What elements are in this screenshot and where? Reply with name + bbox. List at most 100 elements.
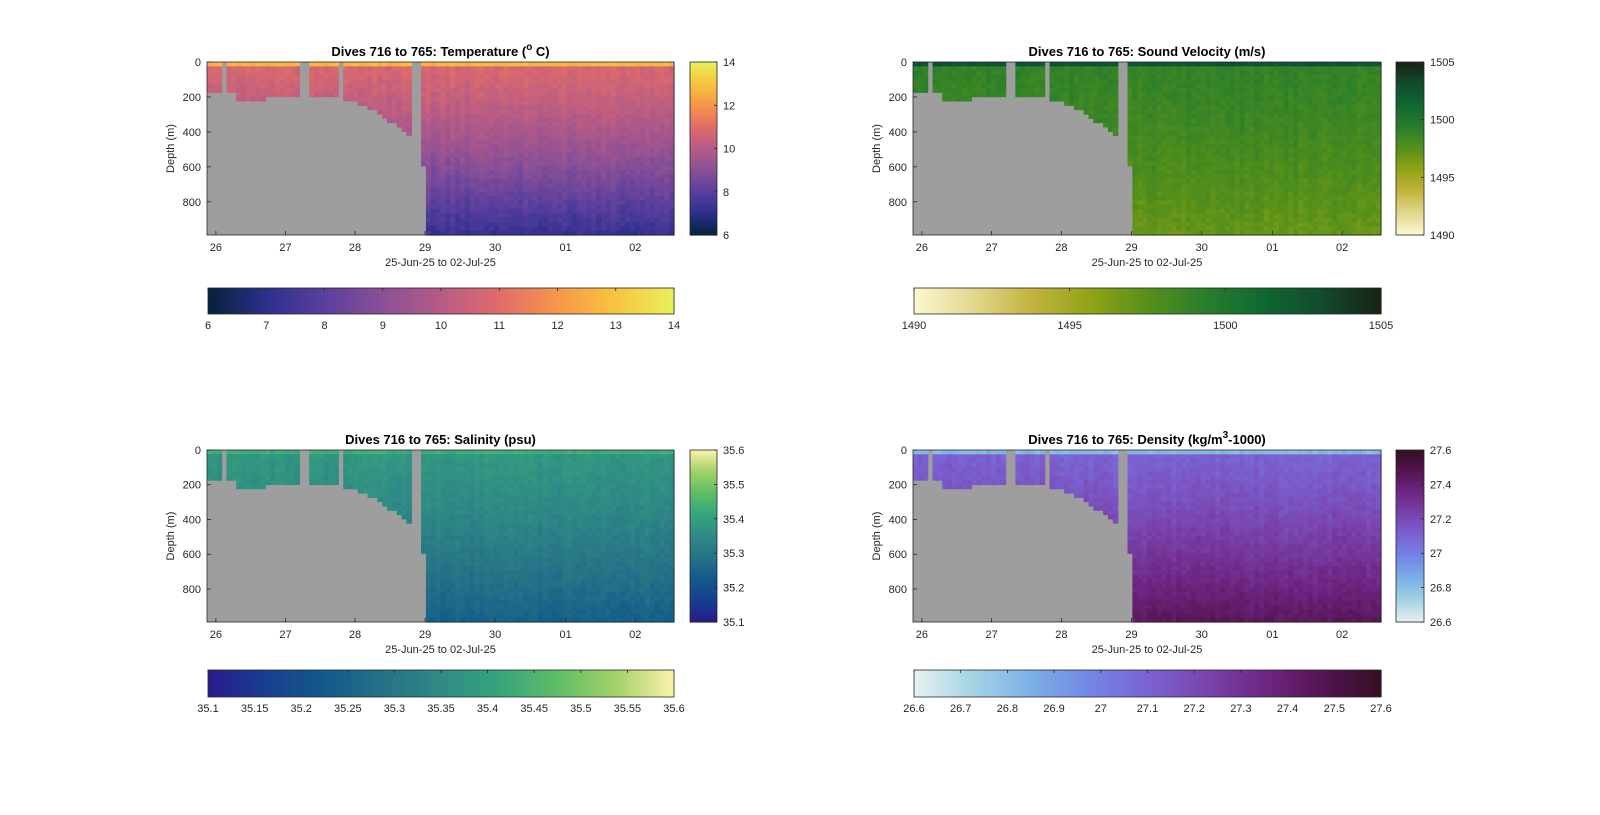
heatmap-cell bbox=[343, 74, 349, 80]
heatmap-cell bbox=[625, 226, 631, 232]
heatmap-cell bbox=[1234, 113, 1241, 119]
heatmap-cell bbox=[1268, 222, 1275, 227]
heatmap-cell bbox=[367, 70, 373, 76]
heatmap-cell bbox=[639, 139, 646, 145]
heatmap-cell bbox=[669, 144, 675, 150]
heatmap-cell bbox=[532, 139, 539, 145]
heatmap-cell bbox=[669, 213, 675, 219]
heatmap-cell bbox=[425, 217, 432, 223]
heatmap-cell bbox=[518, 126, 524, 132]
heatmap-cell bbox=[532, 70, 539, 76]
heatmap-cell bbox=[498, 230, 505, 236]
heatmap-cell bbox=[547, 139, 553, 145]
heatmap-cell bbox=[562, 165, 568, 171]
heatmap-cell bbox=[1264, 118, 1270, 124]
heatmap-cell bbox=[610, 135, 617, 141]
heatmap-cell bbox=[1293, 187, 1299, 193]
heatmap-cell bbox=[1298, 92, 1304, 98]
heatmap-cell bbox=[1225, 178, 1231, 184]
heatmap-cell bbox=[1137, 187, 1143, 193]
heatmap-cell bbox=[386, 74, 393, 80]
heatmap-cell bbox=[1039, 62, 1046, 67]
heatmap-cell bbox=[421, 148, 427, 154]
heatmap-cell bbox=[260, 87, 266, 93]
colorbar-swatch bbox=[441, 288, 446, 314]
heatmap-cell bbox=[1225, 96, 1231, 102]
heatmap-cell bbox=[1244, 126, 1250, 132]
heatmap-cell bbox=[1278, 200, 1285, 206]
heatmap-cell bbox=[518, 144, 524, 150]
heatmap-cell bbox=[1132, 74, 1138, 80]
heatmap-cell bbox=[635, 200, 641, 206]
heatmap-cell bbox=[1312, 204, 1319, 210]
heatmap-cell bbox=[1225, 174, 1231, 180]
heatmap-cell bbox=[601, 62, 607, 67]
heatmap-cell bbox=[1366, 87, 1372, 93]
heatmap-cell bbox=[649, 74, 656, 80]
heatmap-cell bbox=[1200, 83, 1207, 89]
heatmap-cell bbox=[459, 230, 466, 236]
heatmap-cell bbox=[1132, 131, 1138, 137]
heatmap-cell bbox=[1278, 79, 1285, 85]
heatmap-cell bbox=[1342, 122, 1348, 128]
heatmap-cell bbox=[1215, 139, 1221, 145]
heatmap-cell bbox=[450, 187, 456, 193]
heatmap-cell bbox=[1283, 83, 1289, 89]
heatmap-cell bbox=[1137, 70, 1143, 76]
heatmap-cell bbox=[1186, 62, 1192, 67]
heatmap-cell bbox=[1210, 191, 1216, 197]
colorbar-swatch bbox=[429, 288, 434, 314]
heatmap-cell bbox=[1103, 113, 1109, 119]
heatmap-cell bbox=[1190, 183, 1197, 189]
heatmap-cell bbox=[508, 213, 515, 219]
heatmap-cell bbox=[1337, 70, 1343, 76]
heatmap-cell bbox=[523, 165, 529, 171]
heatmap-cell bbox=[474, 144, 481, 150]
heatmap-cell bbox=[440, 131, 446, 137]
heatmap-cell bbox=[654, 222, 660, 227]
heatmap-cell bbox=[513, 191, 519, 197]
heatmap-cell bbox=[605, 226, 612, 232]
heatmap-cell bbox=[552, 213, 558, 219]
heatmap-cell bbox=[1268, 139, 1275, 145]
heatmap-cell bbox=[659, 157, 665, 163]
heatmap-cell bbox=[1215, 100, 1221, 106]
heatmap-cell bbox=[1312, 100, 1319, 106]
heatmap-cell bbox=[610, 113, 617, 119]
heatmap-cell bbox=[1283, 152, 1289, 158]
heatmap-cell bbox=[644, 113, 651, 119]
heatmap-cell bbox=[469, 148, 476, 154]
colorbar-swatch bbox=[448, 288, 454, 314]
heatmap-cell bbox=[615, 100, 622, 106]
heatmap-cell bbox=[1127, 109, 1133, 115]
heatmap-cell bbox=[659, 131, 665, 137]
heatmap-cell bbox=[649, 200, 656, 206]
heatmap-cell bbox=[435, 183, 442, 189]
heatmap-cell bbox=[1132, 230, 1138, 236]
heatmap-cell bbox=[1132, 96, 1138, 102]
heatmap-cell bbox=[1171, 105, 1177, 111]
heatmap-cell bbox=[605, 178, 612, 184]
heatmap-cell bbox=[1361, 200, 1367, 206]
heatmap-cell bbox=[542, 66, 549, 72]
heatmap-cell bbox=[357, 70, 364, 76]
heatmap-cell bbox=[1103, 74, 1109, 80]
heatmap-cell bbox=[1259, 222, 1265, 227]
heatmap-cell bbox=[382, 83, 388, 89]
heatmap-cell bbox=[1278, 70, 1285, 76]
heatmap-cell bbox=[440, 152, 446, 158]
heatmap-cell bbox=[1225, 230, 1231, 236]
colorbar-swatch bbox=[690, 105, 717, 109]
heatmap-cell bbox=[498, 100, 505, 106]
heatmap-cell bbox=[489, 204, 495, 210]
heatmap-cell bbox=[562, 113, 568, 119]
heatmap-cell bbox=[484, 157, 490, 163]
heatmap-cell bbox=[1283, 196, 1289, 201]
heatmap-cell bbox=[547, 92, 553, 98]
heatmap-cell bbox=[1346, 109, 1353, 115]
heatmap-cell bbox=[1078, 100, 1085, 106]
heatmap-cell bbox=[1112, 83, 1119, 89]
heatmap-cell bbox=[566, 183, 573, 189]
heatmap-cell bbox=[1088, 87, 1094, 93]
heatmap-cell bbox=[1103, 96, 1109, 102]
